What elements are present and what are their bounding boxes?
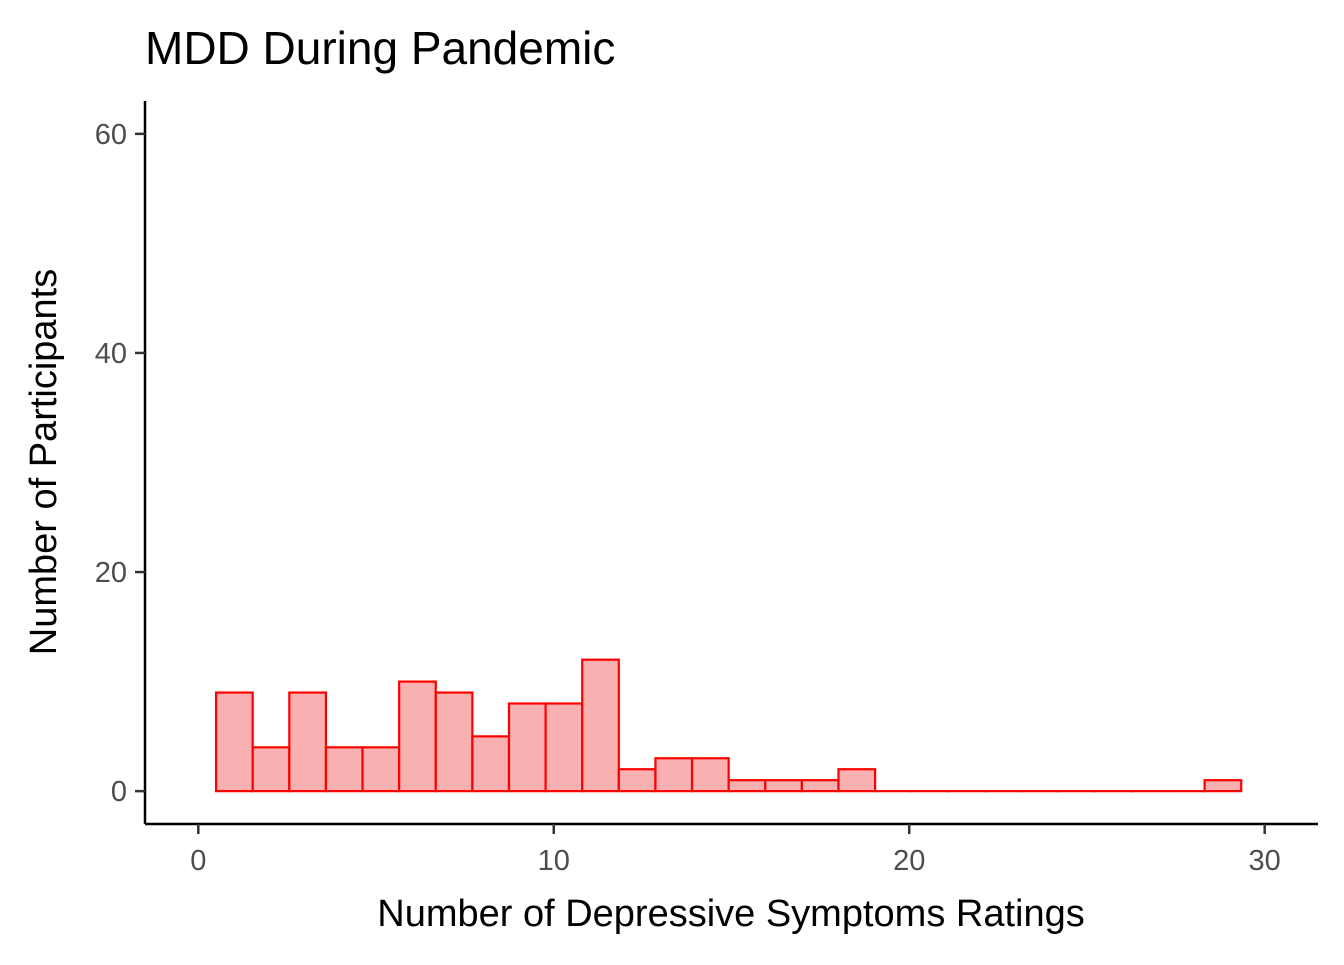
histogram-bar-11	[619, 769, 656, 791]
histogram-bar-7	[472, 736, 509, 791]
y-tick-label: 0	[111, 776, 127, 808]
histogram-bar-2	[289, 693, 326, 792]
y-tick-label: 20	[95, 557, 127, 589]
histogram-bar-5	[399, 682, 436, 792]
x-tick-label: 10	[538, 845, 570, 877]
histogram-bar-1	[253, 747, 290, 791]
x-tick-label: 0	[190, 845, 206, 877]
chart-title: MDD During Pandemic	[145, 22, 615, 74]
histogram-bar-0	[216, 693, 253, 792]
histogram-bar-8	[509, 704, 546, 792]
y-tick-label: 60	[95, 119, 127, 151]
histogram-bar-12	[655, 758, 692, 791]
histogram-bar-13	[692, 758, 729, 791]
x-ticks-group: 0 10 20 30	[190, 824, 1281, 877]
y-axis-title: Number of Participants	[23, 269, 65, 656]
histogram-bar-27	[1205, 780, 1242, 791]
x-tick-label: 20	[893, 845, 925, 877]
histogram-bar-10	[582, 660, 619, 791]
histogram-bar-14	[729, 780, 766, 791]
y-tick-label: 40	[95, 338, 127, 370]
bars-group	[216, 660, 1241, 791]
histogram-bar-6	[436, 693, 473, 792]
y-ticks-group: 0 20 40 60	[95, 119, 145, 808]
histogram-bar-3	[326, 747, 363, 791]
histogram-bar-4	[363, 747, 400, 791]
histogram-bar-17	[838, 769, 875, 791]
histogram-bar-16	[802, 780, 839, 791]
histogram-bar-9	[546, 704, 583, 792]
x-axis-title: Number of Depressive Symptoms Ratings	[377, 893, 1084, 935]
x-tick-label: 30	[1249, 845, 1281, 877]
histogram-bar-15	[765, 780, 802, 791]
